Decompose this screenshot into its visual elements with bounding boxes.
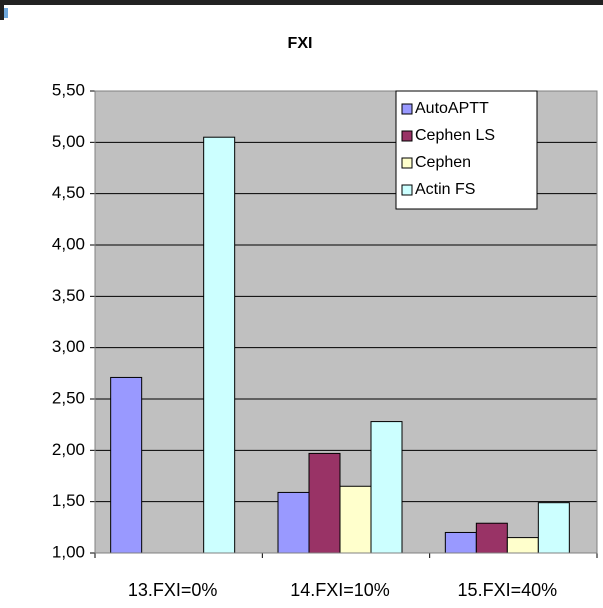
y-tick-label: 2,50 — [52, 388, 85, 407]
legend-box — [395, 90, 538, 210]
bar — [370, 421, 403, 554]
x-tick-label: 14.FXI=10% — [290, 580, 390, 600]
plot-border — [94, 90, 598, 554]
legend-swatch — [401, 103, 413, 115]
bar — [339, 485, 372, 554]
legend-label: Actin FS — [415, 181, 475, 198]
legend-label: Cephen LS — [415, 127, 495, 144]
x-tick-label: 15.FXI=40% — [458, 580, 558, 600]
bar — [537, 502, 570, 554]
y-tick-label: 5,00 — [52, 132, 85, 151]
bar — [308, 452, 341, 554]
legend-swatch — [401, 157, 413, 169]
x-tick-label: 13.FXI=0% — [128, 580, 218, 600]
bar — [203, 136, 236, 554]
chart-title: FXI — [288, 35, 313, 52]
bar — [475, 522, 508, 554]
legend-swatch — [401, 130, 413, 142]
legend-swatch — [401, 184, 413, 196]
legend-label: AutoAPTT — [415, 100, 489, 117]
bar — [110, 376, 143, 554]
y-tick-label: 2,00 — [52, 440, 85, 459]
y-tick-label: 4,50 — [52, 183, 85, 202]
left-border — [0, 0, 4, 20]
y-tick-label: 3,50 — [52, 286, 85, 305]
y-tick-label: 1,50 — [52, 491, 85, 510]
bar — [277, 491, 310, 554]
y-tick-label: 1,00 — [52, 542, 85, 561]
y-tick-label: 5,50 — [52, 80, 85, 99]
legend-label: Cephen — [415, 154, 471, 171]
corner-marker — [4, 8, 8, 18]
y-tick-label: 4,00 — [52, 234, 85, 253]
bar — [444, 531, 477, 554]
top-border — [0, 0, 603, 5]
y-tick-label: 3,00 — [52, 337, 85, 356]
bar — [506, 537, 539, 554]
